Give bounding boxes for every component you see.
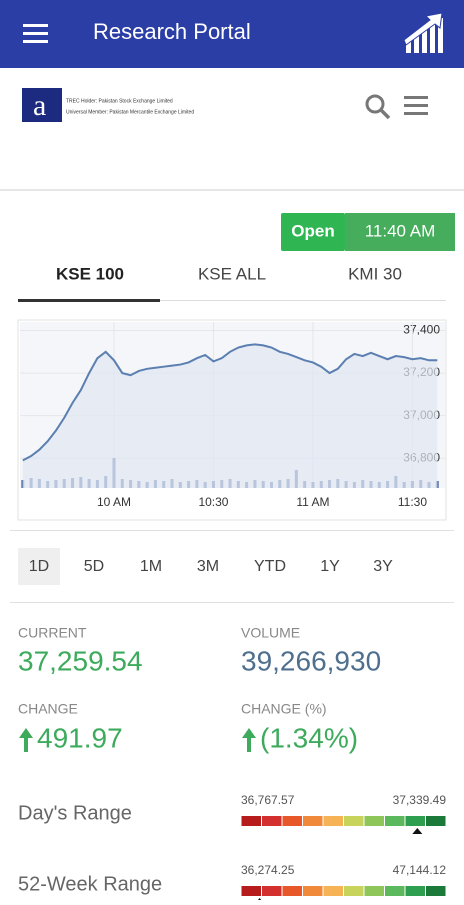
x-tick-label: 11:30 — [398, 495, 427, 509]
app-bar — [0, 0, 464, 68]
separator — [0, 189, 464, 191]
range-segment — [426, 816, 446, 826]
stat-value: (1.34%) — [260, 722, 358, 753]
options-button[interactable] — [404, 96, 428, 115]
tab[interactable]: KMI 30 — [348, 264, 402, 283]
search-button[interactable] — [365, 94, 391, 120]
range-label: Day's Range — [18, 802, 132, 824]
range-segment — [344, 816, 364, 826]
range-segment — [262, 816, 282, 826]
range-segment — [241, 886, 261, 896]
tab-indicator — [18, 299, 160, 302]
range-segment — [241, 816, 261, 826]
range-segment — [303, 886, 323, 896]
stat-label: CHANGE — [18, 701, 78, 717]
price-line — [22, 343, 438, 462]
separator — [10, 530, 454, 531]
stat-value: 39,266,930 — [241, 645, 381, 676]
app-title: Research Portal — [93, 19, 251, 44]
period-button[interactable]: 1M — [140, 558, 162, 575]
status-state: Open — [291, 221, 334, 240]
range-segment — [364, 886, 384, 896]
range-segment — [282, 816, 302, 826]
range-low: 36,274.25 — [241, 863, 295, 877]
range-segment — [405, 886, 425, 896]
range-segment — [364, 816, 384, 826]
x-tick-label: 10 AM — [97, 495, 131, 509]
separator — [10, 602, 454, 603]
menu-bar — [23, 40, 48, 43]
period-button[interactable]: 1Y — [320, 558, 340, 575]
period-button[interactable]: 5D — [84, 558, 104, 575]
range-high: 37,339.49 — [393, 793, 447, 807]
x-tick-label: 11 AM — [296, 495, 329, 509]
menu-bar — [23, 24, 48, 27]
up-arrow — [242, 728, 256, 752]
range-segment — [323, 816, 343, 826]
logo-text: TREC Holder: Pakistan Stock Exchange Lim… — [66, 98, 173, 104]
menu-bar — [23, 32, 48, 35]
logo-letter: a — [33, 89, 46, 122]
x-tick-label: 10:30 — [198, 495, 228, 509]
range-low: 36,767.57 — [241, 793, 295, 807]
y-tick-label: 37,400 — [403, 323, 440, 337]
tab-divider — [18, 300, 446, 301]
tab[interactable]: KSE ALL — [198, 264, 266, 283]
range-segment — [344, 886, 364, 896]
stat-value: 37,259.54 — [18, 645, 143, 676]
logo-mark — [22, 88, 62, 122]
range-segment — [385, 816, 405, 826]
range-segment — [405, 816, 425, 826]
range-label: 52-Week Range — [18, 873, 162, 895]
range-high: 47,144.12 — [393, 863, 447, 877]
period-selected-bg — [18, 548, 60, 585]
area — [22, 344, 438, 488]
up-arrow — [19, 728, 33, 752]
stat-label: CURRENT — [18, 625, 87, 641]
stat-label: CHANGE (%) — [241, 701, 327, 717]
stat-label: VOLUME — [241, 625, 300, 641]
range-segment — [262, 886, 282, 896]
broker-logo: a TREC Holder: Pakistan Stock Exchange L… — [22, 88, 194, 122]
range-segment — [303, 816, 323, 826]
tab[interactable]: KSE 100 — [56, 264, 124, 283]
period-button[interactable]: 3Y — [373, 558, 393, 575]
status-time: 11:40 AM — [365, 221, 436, 240]
menu-button[interactable] — [23, 24, 48, 43]
stat-value: 491.97 — [37, 722, 123, 753]
logo-text: Universal Member: Pakistan Mercantile Ex… — [66, 109, 194, 115]
market-status: Open 11:40 AM — [281, 213, 455, 251]
range-segment — [323, 886, 343, 896]
range-segment — [282, 886, 302, 896]
period-button[interactable]: YTD — [254, 558, 286, 575]
range-segment — [426, 886, 446, 896]
range-marker — [412, 828, 423, 834]
period-button[interactable]: 1D — [29, 558, 49, 575]
range-segment — [385, 886, 405, 896]
app-icon — [403, 12, 443, 53]
period-button[interactable]: 3M — [197, 558, 219, 575]
